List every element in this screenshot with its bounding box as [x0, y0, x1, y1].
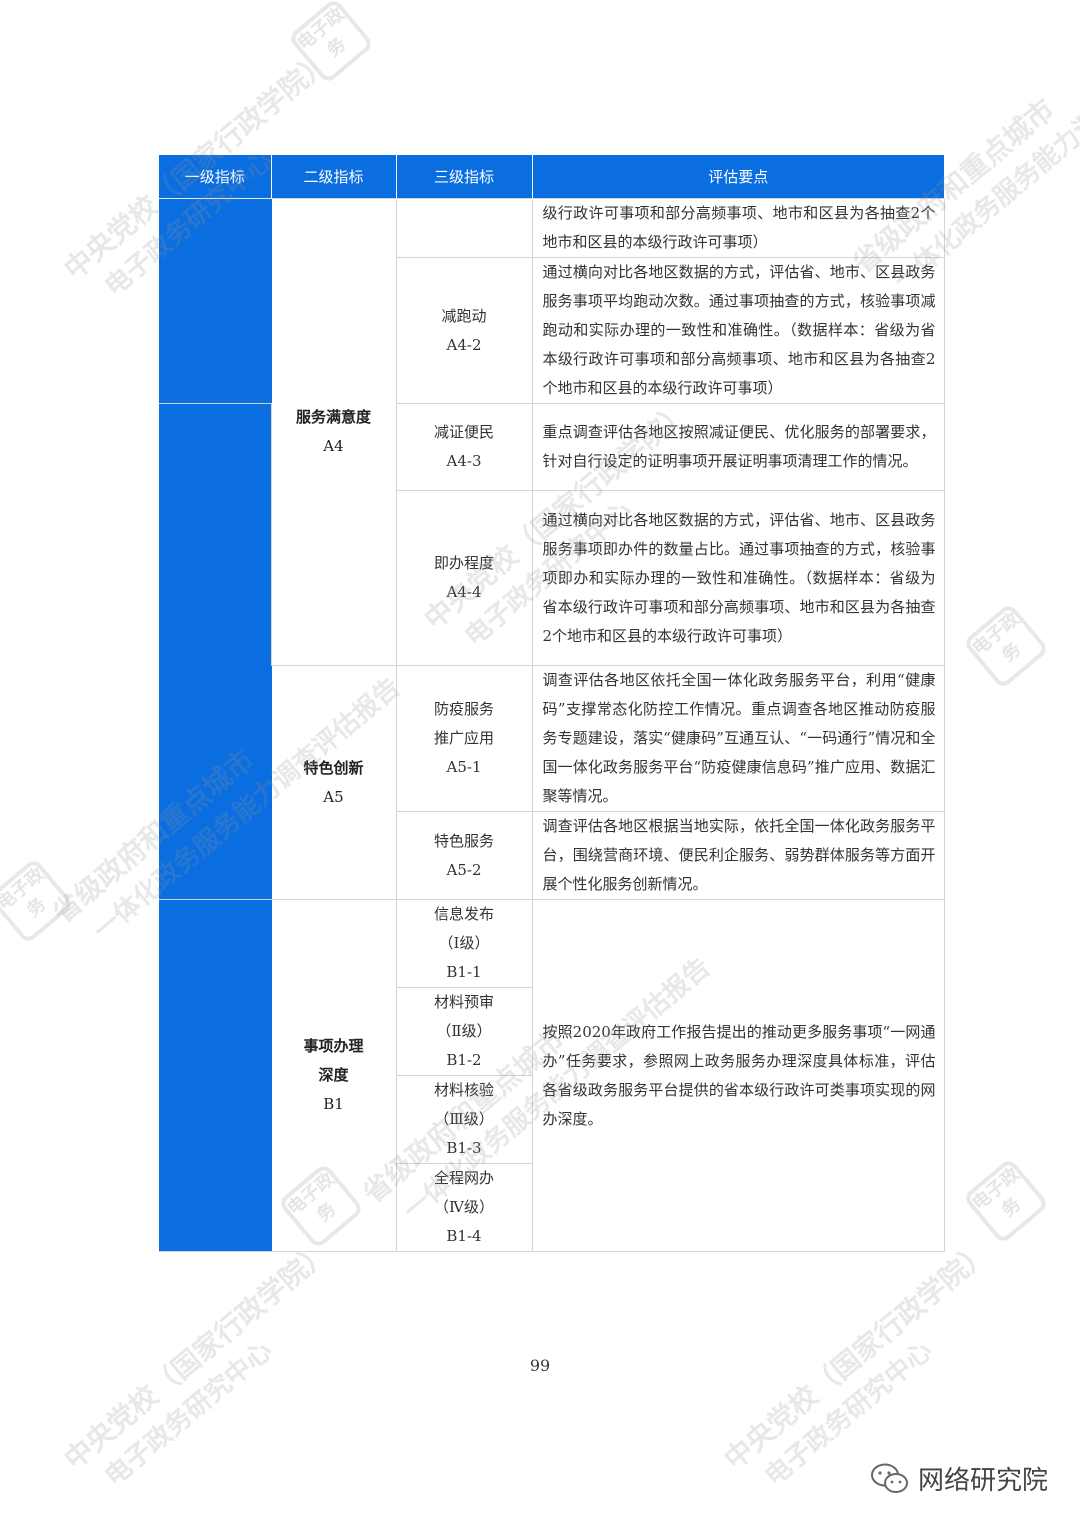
table-row: 全程网办 （Ⅳ级） B1-4 [159, 1163, 944, 1252]
desc-a4-3: 重点调查评估各地区按照减证便民、优化服务的部署要求，针对自行设定的证明事项开展证… [531, 403, 945, 491]
header-level2: 二级指标 [271, 155, 397, 199]
table-row: 材料核验 （Ⅲ级） B1-3 [159, 1075, 944, 1164]
seal-watermark: 电子政务 [0, 857, 75, 945]
level3-cell-a5-1: 防疫服务 推广应用 A5-1 [395, 665, 533, 812]
a4-2-name: 减跑动 [441, 306, 487, 325]
b1-3-code: B1-3 [446, 1139, 482, 1157]
level3-cell-b1-1: 信息发布 （Ⅰ级） B1-1 [395, 899, 533, 988]
level2-cell-b1: 事项办理 深度 B1 [270, 899, 397, 1252]
a5-1-name-2: 推广应用 [433, 729, 494, 747]
a5-1-name: 防疫服务 [433, 700, 494, 718]
b1-1-level: （Ⅰ级） [438, 934, 490, 952]
level3-cell-a4-2: 减跑动 A4-2 [395, 257, 533, 404]
brand-name: 网络研究院 [917, 1466, 1048, 1496]
level3-cell-a4-3: 减证便民 A4-3 [395, 403, 533, 491]
table-row: 特色服务 A5-2 调查评估各地区根据当地实际，依托全国一体化政务服务平台，围绕… [159, 811, 945, 900]
header-level1: 一级指标 [159, 155, 272, 199]
b1-code: B1 [323, 1095, 344, 1113]
header-level3: 三级指标 [396, 155, 533, 199]
b1-4-level: （Ⅳ级） [434, 1198, 494, 1216]
table-row: 特色创新 A5 防疫服务 推广应用 A5-1 调查评估各地区依托全国一体化政务服… [159, 665, 945, 900]
table-row: 材料预审 （Ⅱ级） B1-2 [159, 987, 944, 1076]
a4-4-code: A4-4 [446, 583, 482, 601]
seal-watermark: 电子政务 [287, 0, 375, 85]
level3-cell-a4-4: 即办程度 A4-4 [395, 490, 533, 666]
level2-cell-a4: 服务满意度 A4 [270, 198, 397, 666]
a5-2-name: 特色服务 [433, 831, 494, 850]
a4-4-name: 即办程度 [433, 554, 494, 572]
b1-4-code: B1-4 [446, 1227, 482, 1245]
b1-1-code: B1-1 [446, 963, 482, 981]
level3-cell-empty [395, 198, 533, 258]
a5-2-code: A5-2 [446, 860, 482, 879]
level3-cell-b1-2: 材料预审 （Ⅱ级） B1-2 [395, 987, 533, 1076]
header-key-points: 评估要点 [532, 155, 944, 199]
table-header-row: 一级指标 二级指标 三级指标 评估要点 [159, 155, 944, 199]
b1-2-name: 材料预审 [433, 993, 494, 1011]
desc-a5-1: 调查评估各地区依托全国一体化政务服务平台，利用“健康码”支撑常态化防控工作情况。… [531, 665, 945, 812]
seal-watermark: 电子政务 [962, 1157, 1050, 1245]
b1-1-name: 信息发布 [433, 905, 494, 923]
table-row: 即办程度 A4-4 通过横向对比各地区数据的方式，评估省、地市、区县政务服务事项… [159, 490, 945, 666]
page-number: 99 [529, 1356, 551, 1375]
b1-3-name: 材料核验 [433, 1081, 494, 1099]
b1-name-2: 深度 [318, 1066, 349, 1084]
desc-a5-2: 调查评估各地区根据当地实际，依托全国一体化政务服务平台，围绕营商环境、便民利企服… [531, 811, 945, 900]
brand-footer: 网络研究院 [870, 1460, 1048, 1497]
level1-cell [159, 403, 272, 900]
b1-2-code: B1-2 [446, 1051, 482, 1069]
desc-a4-2: 通过横向对比各地区数据的方式，评估省、地市、区县政务服务事项平均跑动次数。通过事… [531, 257, 945, 404]
table-row: 服务满意度 A4 级行政许可事项和部分高频事项、地市和区县为各抽查2个地市和区县… [159, 198, 945, 666]
a5-1-code: A5-1 [446, 758, 482, 776]
level3-cell-b1-3: 材料核验 （Ⅲ级） B1-3 [395, 1075, 533, 1164]
indicator-table: 一级指标 二级指标 三级指标 评估要点 服务满意度 A4 级行政许可事项和部分高… [159, 155, 945, 1252]
desc-b1: 按照2020年政府工作报告提出的推动更多服务事项“一网通办”任务要求，参照网上政… [531, 899, 945, 1252]
b1-3-level: （Ⅲ级） [434, 1110, 494, 1128]
a4-code: A4 [323, 437, 344, 455]
table-row: 减跑动 A4-2 通过横向对比各地区数据的方式，评估省、地市、区县政务服务事项平… [159, 257, 945, 404]
desc-continued: 级行政许可事项和部分高频事项、地市和区县为各抽查2个地市和区县的本级行政许可事项… [531, 198, 945, 258]
a4-2-code: A4-2 [446, 335, 482, 354]
b1-name: 事项办理 [303, 1037, 364, 1055]
a4-name: 服务满意度 [295, 408, 371, 426]
a5-name: 特色创新 [303, 758, 364, 777]
b1-2-level: （Ⅱ级） [436, 1022, 492, 1040]
a5-code: A5 [323, 787, 344, 806]
wechat-icon [870, 1463, 908, 1493]
b1-4-name: 全程网办 [433, 1169, 494, 1187]
level2-cell-a5: 特色创新 A5 [270, 665, 397, 900]
a4-3-name: 减证便民 [433, 423, 494, 441]
a4-3-code: A4-3 [446, 452, 482, 470]
level3-cell-b1-4: 全程网办 （Ⅳ级） B1-4 [395, 1163, 533, 1252]
level3-cell-a5-2: 特色服务 A5-2 [395, 811, 533, 900]
table-row: 减证便民 A4-3 重点调查评估各地区按照减证便民、优化服务的部署要求，针对自行… [159, 403, 945, 900]
level1-cell [159, 899, 272, 1252]
seal-watermark: 电子政务 [962, 602, 1050, 690]
level1-cell [159, 198, 272, 404]
table-row: 事项办理 深度 B1 信息发布 （Ⅰ级） B1-1 按照2020年政府工作报告提… [159, 899, 945, 1252]
desc-a4-4: 通过横向对比各地区数据的方式，评估省、地市、区县政务服务事项即办件的数量占比。通… [531, 490, 945, 666]
